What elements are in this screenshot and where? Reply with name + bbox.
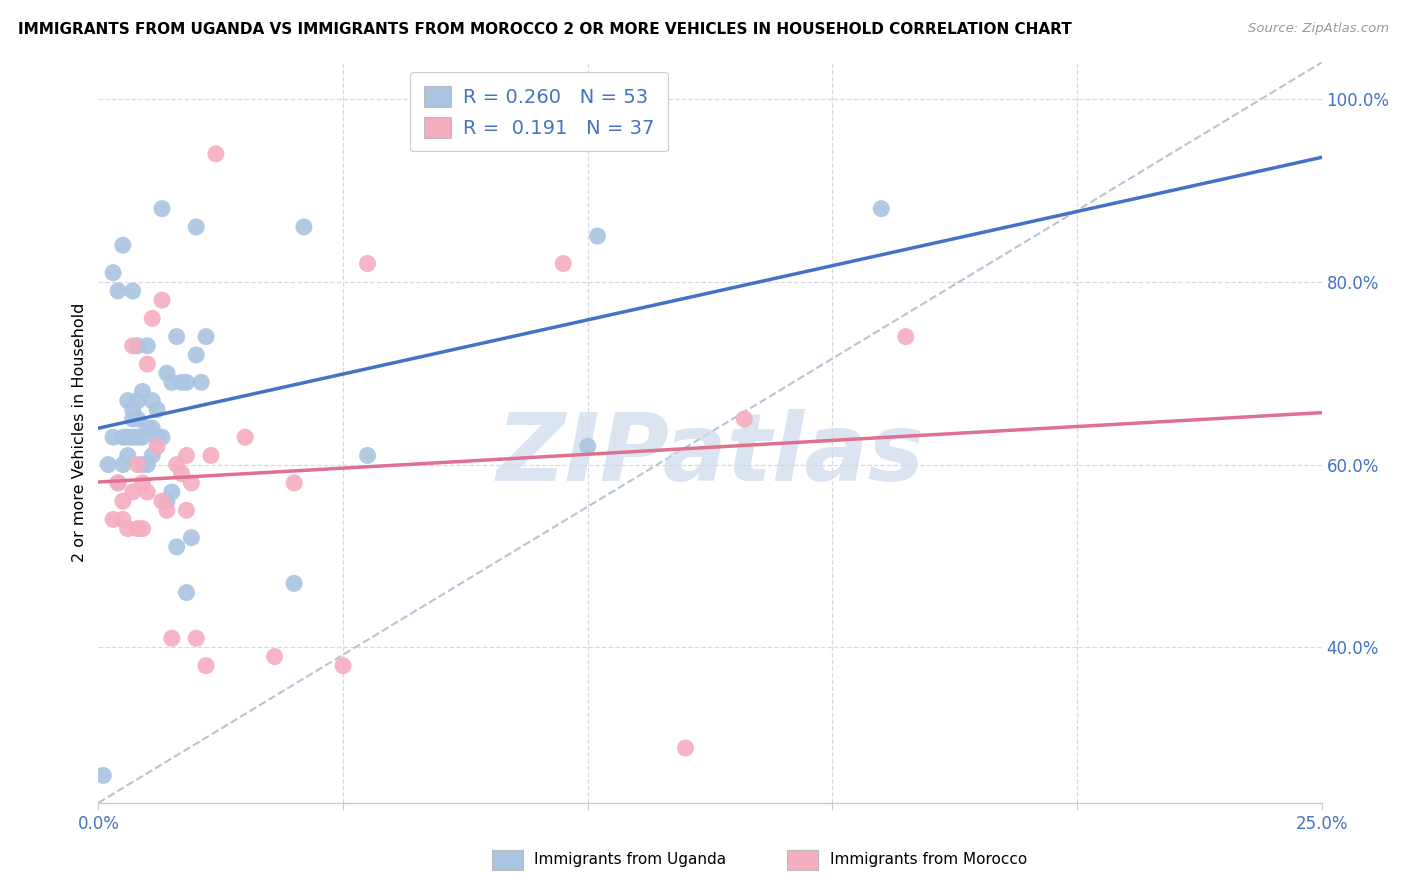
Text: Immigrants from Morocco: Immigrants from Morocco xyxy=(830,853,1026,867)
Point xyxy=(107,475,129,490)
Point xyxy=(156,494,179,508)
Point xyxy=(283,475,305,490)
Point xyxy=(121,485,143,500)
Point xyxy=(150,494,173,508)
Text: Immigrants from Uganda: Immigrants from Uganda xyxy=(534,853,727,867)
Point xyxy=(166,540,188,554)
Point xyxy=(150,202,173,216)
Point xyxy=(733,412,755,426)
Point xyxy=(101,430,124,444)
Point xyxy=(160,376,183,390)
Point xyxy=(136,458,159,472)
Point xyxy=(117,430,139,444)
Point xyxy=(170,376,193,390)
Point xyxy=(186,219,208,234)
Point xyxy=(180,475,202,490)
Point xyxy=(111,512,134,526)
Point xyxy=(101,512,124,526)
Point xyxy=(127,522,149,536)
Point xyxy=(111,430,134,444)
Point xyxy=(356,256,378,270)
Point xyxy=(553,256,575,270)
Point xyxy=(117,393,139,408)
Point xyxy=(176,376,198,390)
Point xyxy=(233,430,256,444)
Point xyxy=(97,458,120,472)
Point xyxy=(176,503,198,517)
Point xyxy=(160,632,183,646)
Point xyxy=(121,402,143,417)
Point xyxy=(117,522,139,536)
Point xyxy=(131,430,153,444)
Point xyxy=(121,339,143,353)
Text: ZIPatlas: ZIPatlas xyxy=(496,409,924,500)
Point xyxy=(131,384,153,399)
Point xyxy=(205,146,228,161)
Point xyxy=(107,475,129,490)
Point xyxy=(870,202,893,216)
Y-axis label: 2 or more Vehicles in Household: 2 or more Vehicles in Household xyxy=(72,303,87,562)
Point xyxy=(166,458,188,472)
Point xyxy=(111,238,134,252)
Text: Source: ZipAtlas.com: Source: ZipAtlas.com xyxy=(1249,22,1389,36)
Point xyxy=(156,366,179,380)
Point xyxy=(176,449,198,463)
Point xyxy=(101,266,124,280)
Point xyxy=(146,439,169,453)
Point xyxy=(146,402,169,417)
Point xyxy=(136,339,159,353)
Point xyxy=(576,439,599,453)
Point xyxy=(170,467,193,481)
Point xyxy=(150,293,173,307)
Point xyxy=(121,412,143,426)
Point xyxy=(186,632,208,646)
Point xyxy=(127,458,149,472)
Point xyxy=(190,376,212,390)
Point xyxy=(127,339,149,353)
Point xyxy=(186,348,208,362)
Point xyxy=(283,576,305,591)
Point xyxy=(121,284,143,298)
Point xyxy=(263,649,285,664)
Point xyxy=(200,449,222,463)
Point xyxy=(586,229,609,244)
Point xyxy=(141,393,163,408)
Point xyxy=(356,449,378,463)
Point xyxy=(136,357,159,371)
Point xyxy=(127,430,149,444)
Point xyxy=(894,329,917,343)
Point xyxy=(292,219,315,234)
Point xyxy=(332,658,354,673)
Point xyxy=(111,494,134,508)
Point xyxy=(91,768,114,782)
Point xyxy=(136,421,159,435)
Point xyxy=(675,741,697,756)
Point xyxy=(131,458,153,472)
Point xyxy=(141,421,163,435)
Point xyxy=(141,449,163,463)
Point xyxy=(111,458,134,472)
Point xyxy=(146,430,169,444)
Text: IMMIGRANTS FROM UGANDA VS IMMIGRANTS FROM MOROCCO 2 OR MORE VEHICLES IN HOUSEHOL: IMMIGRANTS FROM UGANDA VS IMMIGRANTS FRO… xyxy=(18,22,1071,37)
Point xyxy=(136,485,159,500)
Point xyxy=(176,585,198,599)
Point xyxy=(160,485,183,500)
Point xyxy=(117,449,139,463)
Point xyxy=(150,430,173,444)
Point xyxy=(107,284,129,298)
Point xyxy=(156,503,179,517)
Point xyxy=(180,531,202,545)
Legend: R = 0.260   N = 53, R =  0.191   N = 37: R = 0.260 N = 53, R = 0.191 N = 37 xyxy=(411,72,668,152)
Point xyxy=(131,475,153,490)
Point xyxy=(195,329,218,343)
Point xyxy=(127,412,149,426)
Point xyxy=(131,522,153,536)
Point xyxy=(195,658,218,673)
Point xyxy=(127,393,149,408)
Point xyxy=(166,329,188,343)
Point xyxy=(121,430,143,444)
Point xyxy=(141,311,163,326)
